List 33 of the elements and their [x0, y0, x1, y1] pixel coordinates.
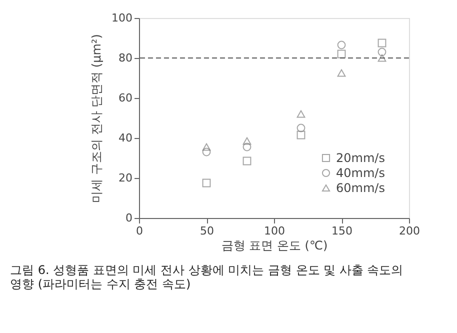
point — [242, 156, 252, 166]
point — [202, 148, 211, 156]
point — [296, 110, 306, 118]
point — [202, 143, 211, 151]
point — [242, 142, 252, 152]
x-tick-label: 50 — [200, 224, 214, 238]
point — [378, 48, 386, 56]
point — [378, 38, 386, 48]
x-tick-label: 200 — [399, 224, 420, 238]
point — [337, 40, 346, 50]
legend-label: 60mm/s — [336, 181, 385, 195]
y-tick-label: 0 — [126, 212, 132, 224]
x-tick-label: 100 — [264, 224, 285, 238]
point — [242, 137, 252, 145]
x-tick-label: 150 — [332, 224, 352, 238]
point — [337, 50, 346, 58]
y-tick-label: 20 — [118, 172, 132, 184]
legend-label: 20mm/s — [336, 151, 385, 165]
y-tick-label: 80 — [118, 52, 132, 64]
point — [202, 178, 211, 188]
point — [296, 124, 306, 132]
point — [296, 130, 306, 140]
caption: 그림 6. 성형품 표면의 미세 전사 상황에 미치는 금형 온도 및 사출 속도의 — [10, 263, 404, 277]
point — [337, 69, 346, 77]
point — [378, 54, 386, 62]
legend-label: 40mm/s — [336, 166, 385, 180]
y-tick-label: 60 — [118, 92, 132, 104]
y-axis-title: 미세 구조의 전사 단면적 (μm²) — [90, 34, 104, 203]
text: 영향 (파라미터는 수지 충전 속도) — [10, 277, 191, 291]
x-tick-label: 0 — [136, 224, 143, 238]
x-axis-title: 금형 표면 온도 (℃) — [221, 238, 328, 252]
y-tick-label: 40 — [118, 132, 132, 144]
y-tick-label: 100 — [112, 12, 132, 24]
